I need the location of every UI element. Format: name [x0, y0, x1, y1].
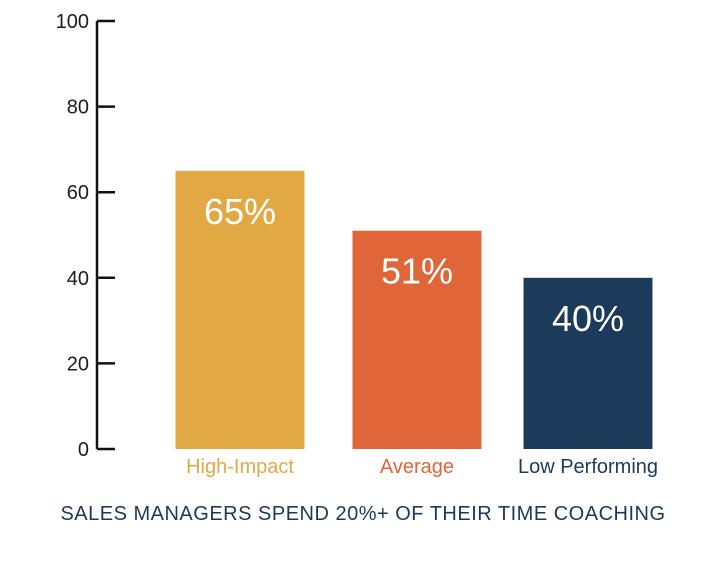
category-label: Low Performing: [518, 456, 658, 478]
category-label: Average: [380, 456, 454, 478]
y-tick-label: 0: [78, 439, 89, 461]
bar-data-label: 51%: [381, 251, 453, 292]
bar: [352, 230, 482, 449]
bar: [523, 277, 653, 449]
labels: 65% High-Impact 51% Average 40% Low Performin…: [186, 191, 658, 478]
y-axis: 0 20 40 60 80 100: [56, 11, 115, 461]
bars: [175, 170, 653, 450]
y-tick-label: 100: [56, 11, 89, 33]
bar-chart: 0 20 40 60 80 100 65% High-Impact 51% Average 40%…: [56, 11, 658, 478]
bar-data-label: 65%: [204, 191, 276, 232]
chart-caption: SALES MANAGERS SPEND 20%+ OF THEIR TIME …: [60, 503, 666, 525]
bar: [175, 170, 305, 450]
y-tick-label: 80: [67, 97, 89, 119]
y-tick-label: 20: [67, 353, 89, 375]
bar-data-label: 40%: [552, 298, 624, 339]
category-label: High-Impact: [186, 456, 294, 478]
y-tick-label: 40: [67, 268, 89, 290]
y-tick-label: 60: [67, 182, 89, 204]
